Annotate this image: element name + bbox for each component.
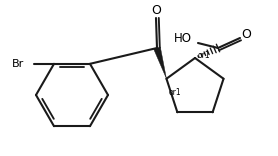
Text: O: O <box>151 5 161 17</box>
Text: or1: or1 <box>198 51 211 61</box>
Text: or1: or1 <box>168 88 181 97</box>
Text: HO: HO <box>174 32 192 46</box>
Text: O: O <box>241 27 251 41</box>
Polygon shape <box>154 47 167 79</box>
Text: Br: Br <box>12 59 24 69</box>
